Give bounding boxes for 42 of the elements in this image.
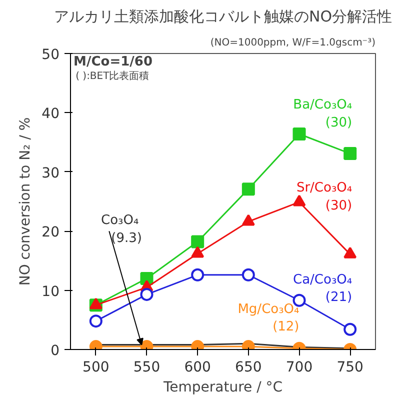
y-tick-label: 30: [42, 165, 60, 182]
point: [292, 128, 306, 141]
annotation: M/Co=1/60: [74, 54, 152, 70]
point: [191, 235, 204, 248]
point: [242, 268, 255, 282]
annotation: (30): [325, 198, 352, 214]
series-label: Mg/Co₃O₄: [238, 302, 300, 317]
point: [140, 288, 154, 301]
point: [191, 246, 204, 258]
y-tick-label: 20: [42, 224, 60, 241]
annotation: (30): [325, 115, 352, 130]
annotation: ( ):BET比表面積: [76, 70, 150, 82]
chart-title: アルカリ土類添加酸化コバルト触媒のNO分解活性: [54, 8, 392, 26]
annotation: (9.3): [111, 230, 142, 246]
point: [89, 298, 102, 310]
x-tick-label: 650: [235, 360, 262, 376]
y-tick-label: 10: [42, 284, 60, 300]
x-tick-label: 700: [286, 360, 313, 376]
point: [242, 182, 255, 196]
y-axis-title: NO conversion to N₂ / %: [18, 117, 34, 286]
point: [292, 194, 306, 206]
point: [89, 314, 102, 328]
x-axis-title: Temperature / °C: [162, 380, 283, 396]
annotation: (12): [272, 320, 300, 335]
x-tick-label: 600: [184, 360, 211, 376]
x-tick-label: 550: [133, 360, 160, 376]
series-label: Ca/Co₃O₄: [293, 272, 352, 288]
y-tick-label: 50: [42, 47, 60, 63]
annotation: (21): [325, 290, 352, 306]
point: [242, 214, 255, 226]
point: [191, 268, 204, 282]
y-tick-label: 40: [42, 106, 60, 122]
series-label: Sr/Co₃O₄: [296, 180, 352, 196]
series-label: Ba/Co₃O₄: [293, 98, 352, 113]
point: [344, 246, 357, 258]
point: [344, 322, 357, 336]
text: Co₃O₄: [101, 213, 139, 228]
y-tick-label: 0: [50, 343, 60, 359]
chart-subtitle: (NO=1000ppm, W/F=1.0gscm⁻³): [210, 38, 376, 48]
point: [344, 147, 357, 160]
x-tick-label: 500: [82, 360, 110, 376]
x-tick-label: 750: [336, 360, 364, 376]
